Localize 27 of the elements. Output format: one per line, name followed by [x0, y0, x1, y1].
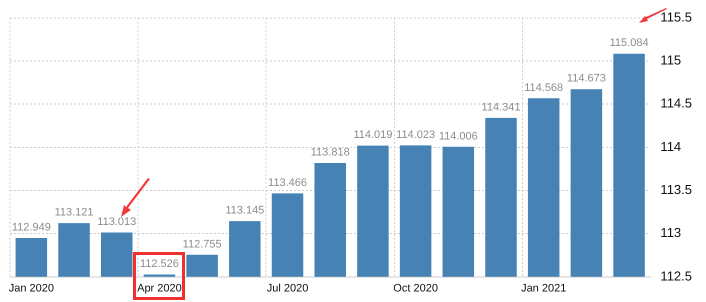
y-tick-label: 115 [660, 52, 682, 68]
data-label: 113.013 [97, 216, 136, 228]
data-label: 115.084 [610, 37, 649, 50]
y-tick-label: 113 [660, 225, 682, 240]
data-label: 112.755 [182, 238, 222, 250]
y-tick-label: 115.5 [660, 9, 692, 24]
data-label: 113.121 [54, 206, 94, 219]
y-tick-label: 113.5 [660, 182, 692, 198]
data-label: 114.673 [566, 72, 606, 85]
y-tick-label: 114 [660, 138, 682, 154]
x-tick-label: Jan 2020 [8, 282, 54, 294]
data-label: 114.019 [353, 129, 392, 142]
data-label: 112.526 [140, 258, 179, 270]
data-label: 114.341 [482, 101, 520, 114]
data-label: 114.006 [438, 130, 478, 142]
y-tick-label: 114.5 [660, 96, 692, 111]
data-label: 114.568 [524, 82, 564, 94]
data-label: 112.949 [12, 222, 51, 234]
y-tick-label: 112.5 [660, 268, 692, 284]
x-tick-label: Apr 2020 [137, 282, 182, 294]
x-tick-label: Jan 2021 [521, 282, 566, 294]
x-tick-label: Oct 2020 [393, 282, 438, 294]
data-label: 113.466 [268, 176, 307, 189]
data-label: 114.023 [396, 128, 436, 141]
data-label: 113.145 [225, 204, 264, 217]
data-label: 113.818 [310, 146, 350, 159]
x-tick-label: Jul 2020 [266, 282, 308, 294]
